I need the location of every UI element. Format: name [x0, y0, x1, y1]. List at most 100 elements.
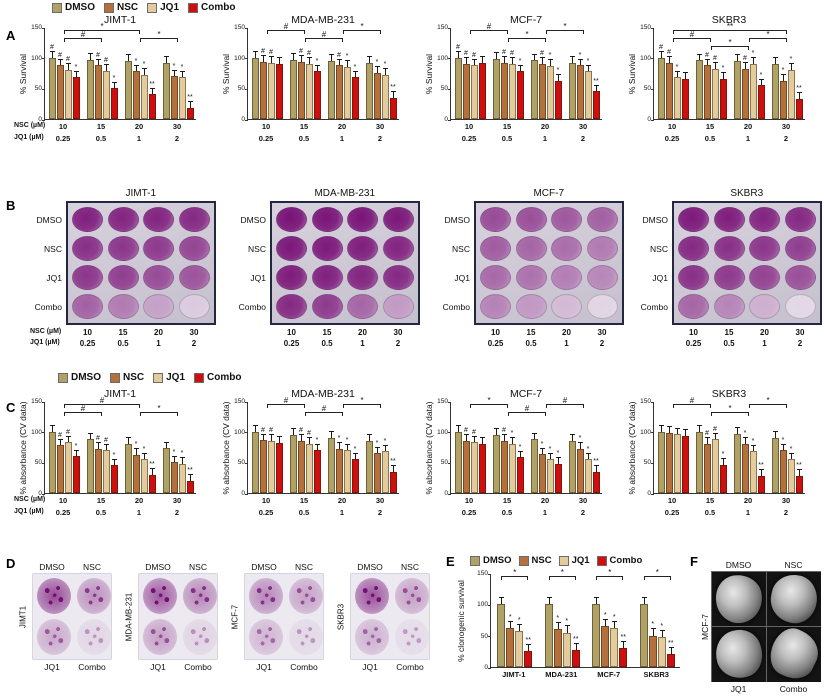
- colony-well: [355, 578, 389, 614]
- y-tick-label: 0: [484, 664, 488, 671]
- significance-mark: *: [517, 617, 521, 625]
- error-bar-cap: [180, 457, 185, 459]
- dose-label: 30: [189, 328, 199, 337]
- x-tick-row: 10 15 20 30: [247, 122, 399, 134]
- bracket-symbol: #: [80, 30, 86, 39]
- x-tick-label: 30: [375, 496, 385, 505]
- error-bar: [393, 466, 394, 472]
- error-bar-cap: [510, 57, 515, 59]
- error-bar-cap: [675, 427, 680, 429]
- colony-well: [713, 265, 745, 290]
- significance-mark: *: [789, 56, 793, 64]
- dose-label: 10: [491, 328, 500, 337]
- legend-label-dmso: DMSO: [71, 372, 101, 383]
- bar-nsc: [462, 63, 470, 119]
- significance-mark: #: [705, 51, 709, 59]
- error-bar-cap: [126, 54, 131, 56]
- colony-well: [347, 236, 378, 261]
- error-bar: [558, 75, 559, 81]
- significance-bracket: [140, 38, 178, 42]
- significance-mark: *: [518, 443, 522, 451]
- significance-mark: *: [142, 61, 146, 69]
- y-tick-label: 100: [477, 601, 488, 609]
- plate-title: SKBR3: [730, 188, 764, 199]
- bar-jq1: [178, 463, 186, 493]
- error-bar-cap: [345, 60, 350, 62]
- error-bar: [377, 67, 378, 73]
- bar-nsc: [601, 626, 610, 667]
- error-bar-cap: [104, 443, 109, 445]
- error-bar-cap: [50, 425, 55, 427]
- error-bar-cap: [307, 57, 312, 59]
- significance-mark: **: [796, 85, 802, 93]
- error-bar-cap: [299, 55, 304, 57]
- error-bar: [745, 438, 746, 444]
- significance-mark: *: [112, 74, 116, 82]
- bar-jq1: [711, 68, 719, 119]
- error-bar-cap: [556, 74, 561, 76]
- condition-label: NSC: [83, 562, 101, 572]
- x-tick-label: 30: [781, 496, 791, 505]
- significance-mark: **: [187, 94, 193, 102]
- x-tick-label: 0.5: [95, 508, 107, 517]
- x-tick-label: 10: [261, 496, 271, 505]
- dose-label: 2: [599, 339, 605, 348]
- bar-dmso: [86, 439, 94, 493]
- significance-mark: *: [518, 57, 522, 65]
- x-tick-label: 1: [542, 134, 548, 143]
- error-bar: [519, 625, 521, 632]
- bar-dmso: [251, 57, 259, 119]
- colony-well: [515, 294, 547, 319]
- error-bar-cap: [518, 64, 523, 66]
- condition-label: JQ1: [256, 662, 272, 672]
- legend-item-combo: Combo: [596, 555, 642, 566]
- y-tick-mark: [448, 88, 451, 90]
- error-bar: [775, 58, 776, 64]
- significance-mark: *: [781, 67, 785, 75]
- x-tick-label: 1: [136, 508, 142, 517]
- bar-dmso: [695, 431, 703, 493]
- significance-mark: *: [134, 57, 138, 65]
- cell-line-label: JIMT1: [18, 605, 28, 629]
- bar-jq1: [787, 459, 795, 493]
- y-tick-mark: [651, 401, 654, 403]
- x-tick-label: 20: [743, 496, 753, 505]
- y-tick-label: 100: [437, 428, 448, 436]
- error-bar: [114, 82, 115, 89]
- significance-bracket: [546, 30, 584, 34]
- error-bar: [572, 435, 573, 441]
- error-bar-cap: [502, 56, 507, 58]
- bracket-symbol: #: [689, 30, 695, 39]
- error-bar: [761, 470, 762, 476]
- significance-mark: *: [751, 437, 755, 445]
- condition-label: JQ1: [44, 662, 60, 672]
- error-bar-cap: [456, 51, 461, 53]
- bar-nsc: [703, 443, 711, 493]
- error-bar: [106, 444, 107, 451]
- bar-combo: [72, 77, 80, 119]
- y-tick-label: 0: [647, 116, 651, 123]
- significance-mark: #: [472, 428, 476, 436]
- condition-label: JQ1: [150, 662, 166, 672]
- error-bar: [355, 71, 356, 78]
- x-tick-label: 0.25: [55, 508, 71, 517]
- bar-jq1: [749, 63, 757, 119]
- colony-well: [143, 265, 174, 290]
- bar-combo: [275, 442, 283, 493]
- dose-label: 0.5: [321, 339, 333, 348]
- bar-combo: [795, 98, 803, 119]
- error-bar-cap: [353, 70, 358, 72]
- legend-item-nsc: NSC: [518, 555, 552, 566]
- x-tick-label: 15: [96, 122, 106, 131]
- bar-combo: [389, 97, 397, 119]
- chart-title: MDA-MB-231: [291, 388, 355, 400]
- cell-line-label: SKBR3: [336, 603, 346, 631]
- bar-nsc: [297, 440, 305, 493]
- dose-label: 15: [118, 328, 128, 337]
- error-bar-cap: [773, 431, 778, 433]
- significance-mark: **: [593, 458, 599, 466]
- dose-label: 30: [597, 328, 607, 337]
- significance-bracket: [673, 38, 711, 42]
- legend-swatch-combo: [596, 555, 607, 566]
- legend-panel-a: DMSO NSC JQ1 Combo: [52, 2, 235, 13]
